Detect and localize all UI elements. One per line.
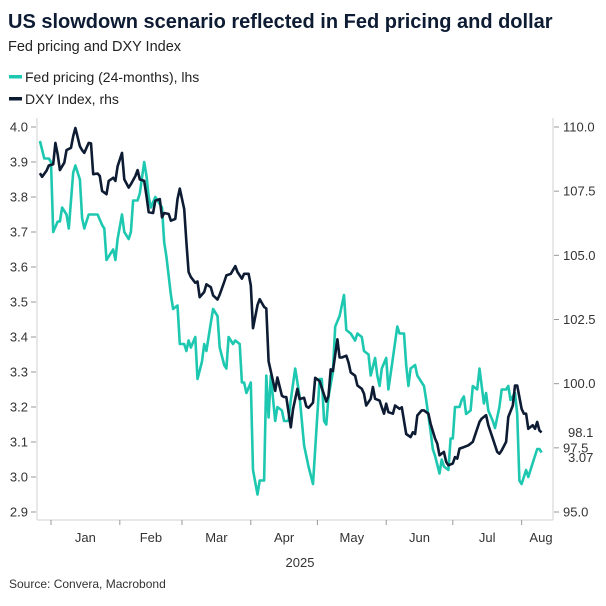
x-tick-label: Jul [479,530,496,545]
left-tick-label: 3.7 [10,225,28,240]
last-value-label-fed-pricing: 3.07 [568,450,593,465]
left-tick-label: 3.2 [10,400,28,415]
x-axis-year-label: 2025 [286,555,315,570]
dxy-index-line [38,126,543,467]
left-tick-label: 3.0 [10,470,28,485]
left-tick-label: 2.9 [10,505,28,520]
chart-title: US slowdown scenario reflected in Fed pr… [8,11,553,33]
right-tick-label: 102.5 [563,312,596,327]
legend: Fed pricing (24-months), lhs DXY Index, … [9,69,199,107]
chart-subtitle: Fed pricing and DXY Index [8,39,182,55]
left-tick-label: 3.3 [10,365,28,380]
x-tick-label: Jun [409,530,430,545]
right-tick-label: 110.0 [563,120,595,135]
right-tick-label: 105.0 [563,248,596,263]
left-tick-label: 3.8 [10,190,28,205]
left-tick-label: 3.4 [10,330,28,345]
fed-pricing-line [38,140,543,496]
right-tick-label: 95.0 [563,505,588,520]
source-note: Source: Convera, Macrobond [9,577,166,591]
x-tick-label: Mar [205,530,228,545]
legend-swatch-dxy [9,97,22,101]
legend-swatch-fed-pricing [9,75,22,79]
left-tick-label: 3.9 [10,155,28,170]
x-tick-label: Jan [75,530,96,545]
legend-label-dxy: DXY Index, rhs [25,91,119,107]
right-tick-label: 100.0 [563,376,596,391]
axes: 4.0 3.9 3.8 3.7 3.6 3.5 3.4 3.3 3.2 3.1 3.0 2.9 110.… [10,118,596,545]
left-tick-label: 3.5 [10,295,28,310]
legend-label-fed-pricing: Fed pricing (24-months), lhs [25,69,199,85]
x-tick-label: Aug [529,530,552,545]
series-lines [38,126,543,496]
left-tick-label: 4.0 [10,120,28,135]
left-tick-label: 3.6 [10,260,28,275]
x-tick-label: Apr [274,530,295,545]
x-tick-label: Feb [140,530,162,545]
right-tick-label: 97.5 [563,440,588,455]
last-value-label-dxy: 98.1 [568,425,593,440]
left-tick-label: 3.1 [10,435,28,450]
right-tick-label: 107.5 [563,184,596,199]
x-tick-label: May [340,530,365,545]
